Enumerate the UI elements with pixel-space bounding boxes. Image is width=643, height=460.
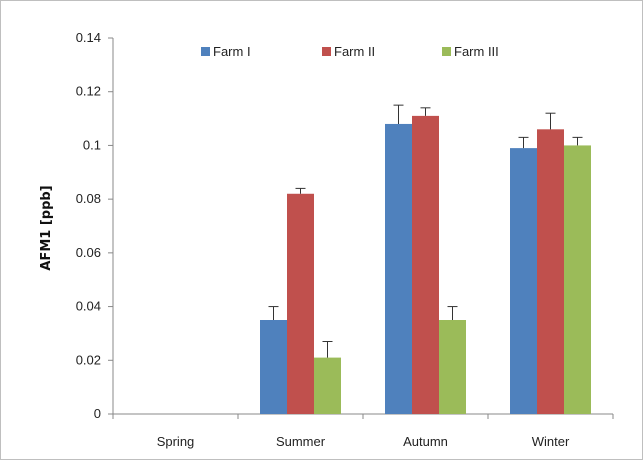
legend-label: Farm I [213,44,251,59]
x-tick-label: Summer [276,434,326,449]
y-tick-label: 0.02 [76,352,101,367]
y-tick-label: 0 [94,406,101,421]
bar [385,123,412,414]
x-tick-label: Autumn [403,434,448,449]
bar [439,320,466,414]
y-tick-label: 0.14 [76,30,101,45]
bars-group [260,104,591,415]
bar [287,193,314,414]
bar [537,129,564,415]
legend-label: Farm III [454,44,499,59]
legend-swatch [442,47,451,56]
y-axis: 0 0.02 0.04 0.06 0.08 0.1 0.12 0.14 [76,30,114,421]
legend: Farm I Farm II Farm III [201,44,499,59]
bar [510,148,537,414]
bar [564,145,591,414]
legend-label: Farm II [334,44,375,59]
x-tick-label: Winter [532,434,570,449]
bar [314,357,341,414]
bar [260,320,287,414]
y-tick-label: 0.04 [76,299,101,314]
legend-swatch [201,47,210,56]
legend-swatch [322,47,331,56]
y-tick-label: 0.08 [76,191,101,206]
y-tick-label: 0.12 [76,84,101,99]
y-tick-label: 0.1 [83,137,101,152]
x-tick-label: Spring [157,434,195,449]
y-axis-label: AFM1 [ppb] [39,185,54,270]
y-tick-label: 0.06 [76,245,101,260]
bar [412,115,439,414]
x-axis: Spring Summer Autumn Winter [112,413,614,449]
